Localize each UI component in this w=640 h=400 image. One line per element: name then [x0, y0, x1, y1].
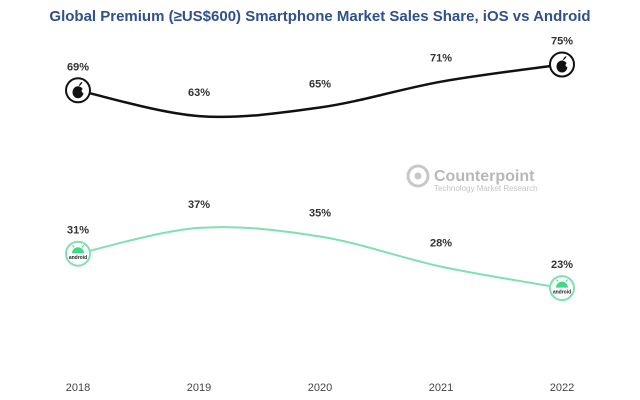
- android-logo-icon: android: [65, 240, 91, 267]
- data-label: 37%: [188, 199, 210, 211]
- counterpoint-logo-icon: [406, 164, 430, 188]
- data-label: 31%: [67, 225, 89, 237]
- x-tick-label: 2018: [66, 382, 90, 394]
- series-line: [77, 226, 563, 290]
- chart-title: Global Premium (≥US$600) Smartphone Mark…: [49, 8, 591, 25]
- data-label: 75%: [551, 36, 573, 48]
- data-label: 23%: [551, 259, 573, 271]
- counterpoint-watermark: Counterpoint Technology Market Research: [406, 164, 538, 193]
- apple-logo-icon: [549, 51, 575, 78]
- android-logo-icon: android: [549, 275, 575, 302]
- data-label: 28%: [430, 238, 452, 250]
- series-line: [77, 63, 563, 119]
- series-ios: 69% 63% 65% 71% 75%: [65, 36, 575, 119]
- x-axis: 2018 2019 2020 2021 2022: [66, 382, 574, 394]
- watermark-tagline: Technology Market Research: [434, 184, 538, 193]
- data-label: 35%: [309, 208, 331, 220]
- data-label: 71%: [430, 53, 452, 65]
- data-label: 65%: [309, 79, 331, 91]
- x-tick-label: 2019: [187, 382, 211, 394]
- android-logo-text: android: [553, 290, 571, 296]
- apple-logo-icon: [65, 77, 91, 104]
- x-tick-label: 2020: [308, 382, 332, 394]
- series-layer: 69% 63% 65% 71% 75% 31% 37% 35% 28% 23% android and…: [65, 36, 575, 302]
- x-tick-label: 2022: [550, 382, 574, 394]
- data-label: 69%: [67, 61, 89, 73]
- series-android: 31% 37% 35% 28% 23% android android: [65, 199, 575, 302]
- data-label: 63%: [188, 87, 210, 99]
- x-tick-label: 2021: [429, 382, 453, 394]
- watermark-brand: Counterpoint: [434, 168, 535, 185]
- android-logo-text: android: [69, 255, 87, 261]
